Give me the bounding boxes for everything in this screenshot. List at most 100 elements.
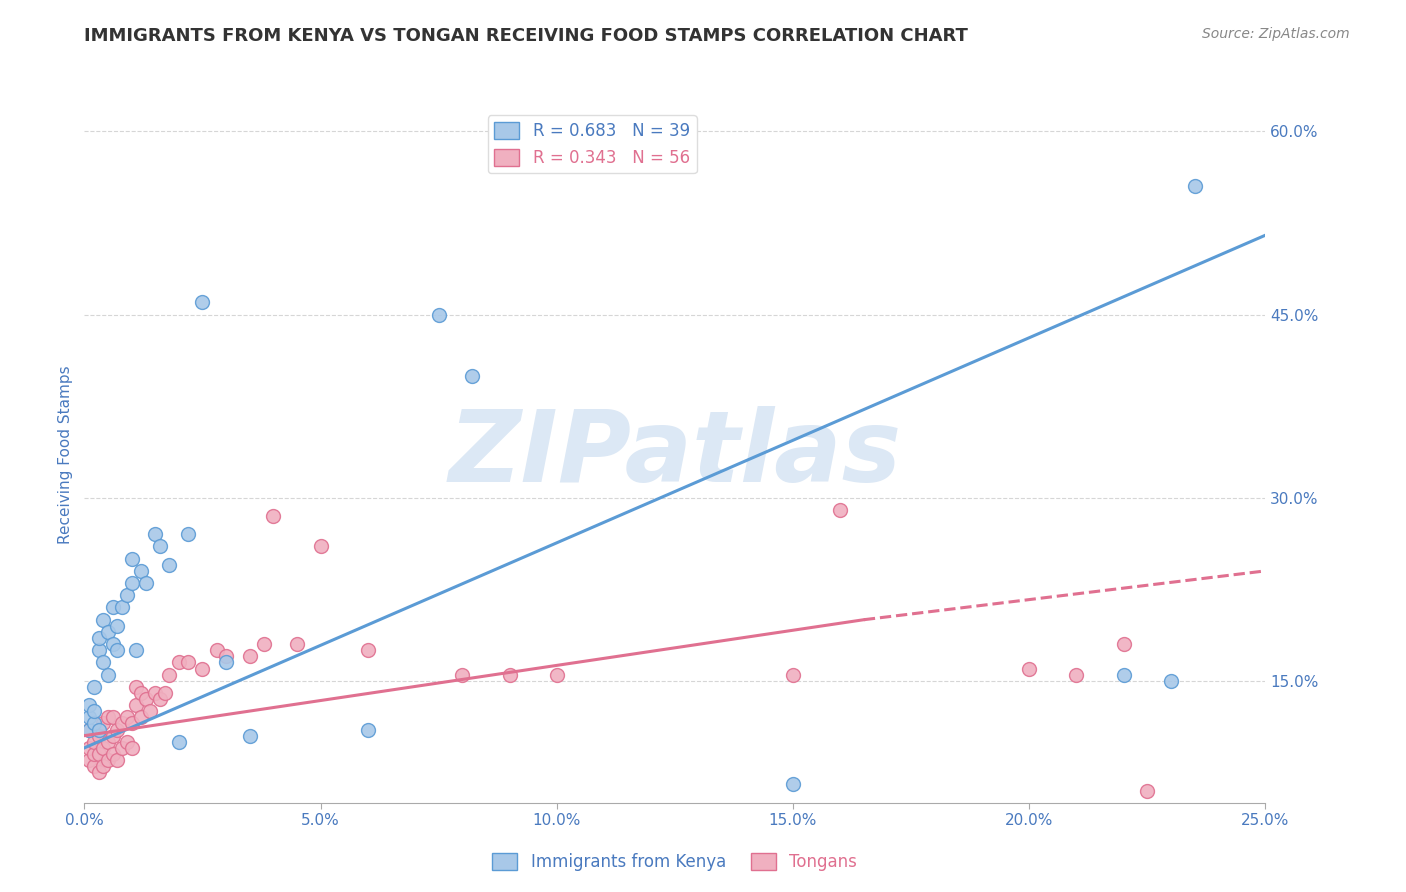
Point xyxy=(87,729,110,743)
Point xyxy=(115,588,138,602)
Point xyxy=(461,368,484,383)
Point xyxy=(830,503,852,517)
Point xyxy=(357,643,380,657)
Point xyxy=(101,729,124,743)
Point xyxy=(121,551,143,566)
Point xyxy=(97,710,120,724)
Point xyxy=(1160,673,1182,688)
Point xyxy=(101,710,124,724)
Point xyxy=(143,527,166,541)
Point xyxy=(101,600,124,615)
Point xyxy=(262,508,284,523)
Point xyxy=(215,649,238,664)
Point xyxy=(357,723,380,737)
Point xyxy=(1136,783,1159,797)
Point xyxy=(125,643,148,657)
Point xyxy=(87,631,110,645)
Point xyxy=(1018,661,1040,675)
Legend: Immigrants from Kenya, Tongans: Immigrants from Kenya, Tongans xyxy=(486,847,863,878)
Point xyxy=(1066,667,1088,681)
Point xyxy=(782,777,804,791)
Point xyxy=(77,698,100,713)
Point xyxy=(782,667,804,681)
Point xyxy=(546,667,568,681)
Point xyxy=(91,759,114,773)
Point xyxy=(239,729,262,743)
Point xyxy=(101,637,124,651)
Point xyxy=(107,753,129,767)
Point xyxy=(115,710,138,724)
Point xyxy=(77,723,100,737)
Point xyxy=(149,540,172,554)
Point xyxy=(167,656,190,670)
Point xyxy=(97,735,120,749)
Point xyxy=(121,716,143,731)
Point xyxy=(87,765,110,780)
Point xyxy=(107,643,129,657)
Point xyxy=(135,692,157,706)
Point xyxy=(253,637,276,651)
Point xyxy=(191,295,214,310)
Point xyxy=(1112,637,1135,651)
Point xyxy=(77,753,100,767)
Point xyxy=(91,740,114,755)
Point xyxy=(149,692,172,706)
Point xyxy=(157,558,180,572)
Point xyxy=(77,723,100,737)
Y-axis label: Receiving Food Stamps: Receiving Food Stamps xyxy=(58,366,73,544)
Point xyxy=(135,576,157,591)
Point xyxy=(111,716,134,731)
Point xyxy=(115,735,138,749)
Text: IMMIGRANTS FROM KENYA VS TONGAN RECEIVING FOOD STAMPS CORRELATION CHART: IMMIGRANTS FROM KENYA VS TONGAN RECEIVIN… xyxy=(84,27,969,45)
Point xyxy=(125,698,148,713)
Point xyxy=(129,686,152,700)
Point xyxy=(167,735,190,749)
Point xyxy=(97,667,120,681)
Point xyxy=(309,540,332,554)
Point xyxy=(91,656,114,670)
Point xyxy=(83,716,105,731)
Point xyxy=(77,710,100,724)
Point xyxy=(101,747,124,761)
Text: Source: ZipAtlas.com: Source: ZipAtlas.com xyxy=(1202,27,1350,41)
Point xyxy=(139,704,162,718)
Point xyxy=(121,740,143,755)
Point xyxy=(125,680,148,694)
Point xyxy=(77,740,100,755)
Point xyxy=(498,667,520,681)
Point xyxy=(111,600,134,615)
Point xyxy=(97,753,120,767)
Point xyxy=(451,667,474,681)
Point xyxy=(143,686,166,700)
Text: ZIPatlas: ZIPatlas xyxy=(449,407,901,503)
Point xyxy=(107,723,129,737)
Point xyxy=(129,710,152,724)
Point xyxy=(285,637,308,651)
Point xyxy=(83,704,105,718)
Point xyxy=(215,656,238,670)
Point xyxy=(239,649,262,664)
Point xyxy=(91,613,114,627)
Point xyxy=(191,661,214,675)
Point xyxy=(91,716,114,731)
Point xyxy=(87,643,110,657)
Point xyxy=(83,680,105,694)
Point xyxy=(1184,179,1206,194)
Point xyxy=(205,643,228,657)
Point xyxy=(121,576,143,591)
Point xyxy=(111,740,134,755)
Point xyxy=(87,723,110,737)
Point xyxy=(83,759,105,773)
Point xyxy=(157,667,180,681)
Point xyxy=(97,624,120,639)
Point xyxy=(107,619,129,633)
Point xyxy=(177,527,200,541)
Point xyxy=(87,747,110,761)
Point xyxy=(177,656,200,670)
Point xyxy=(1112,667,1135,681)
Point xyxy=(83,747,105,761)
Point xyxy=(129,564,152,578)
Point xyxy=(83,735,105,749)
Point xyxy=(153,686,176,700)
Point xyxy=(427,308,450,322)
